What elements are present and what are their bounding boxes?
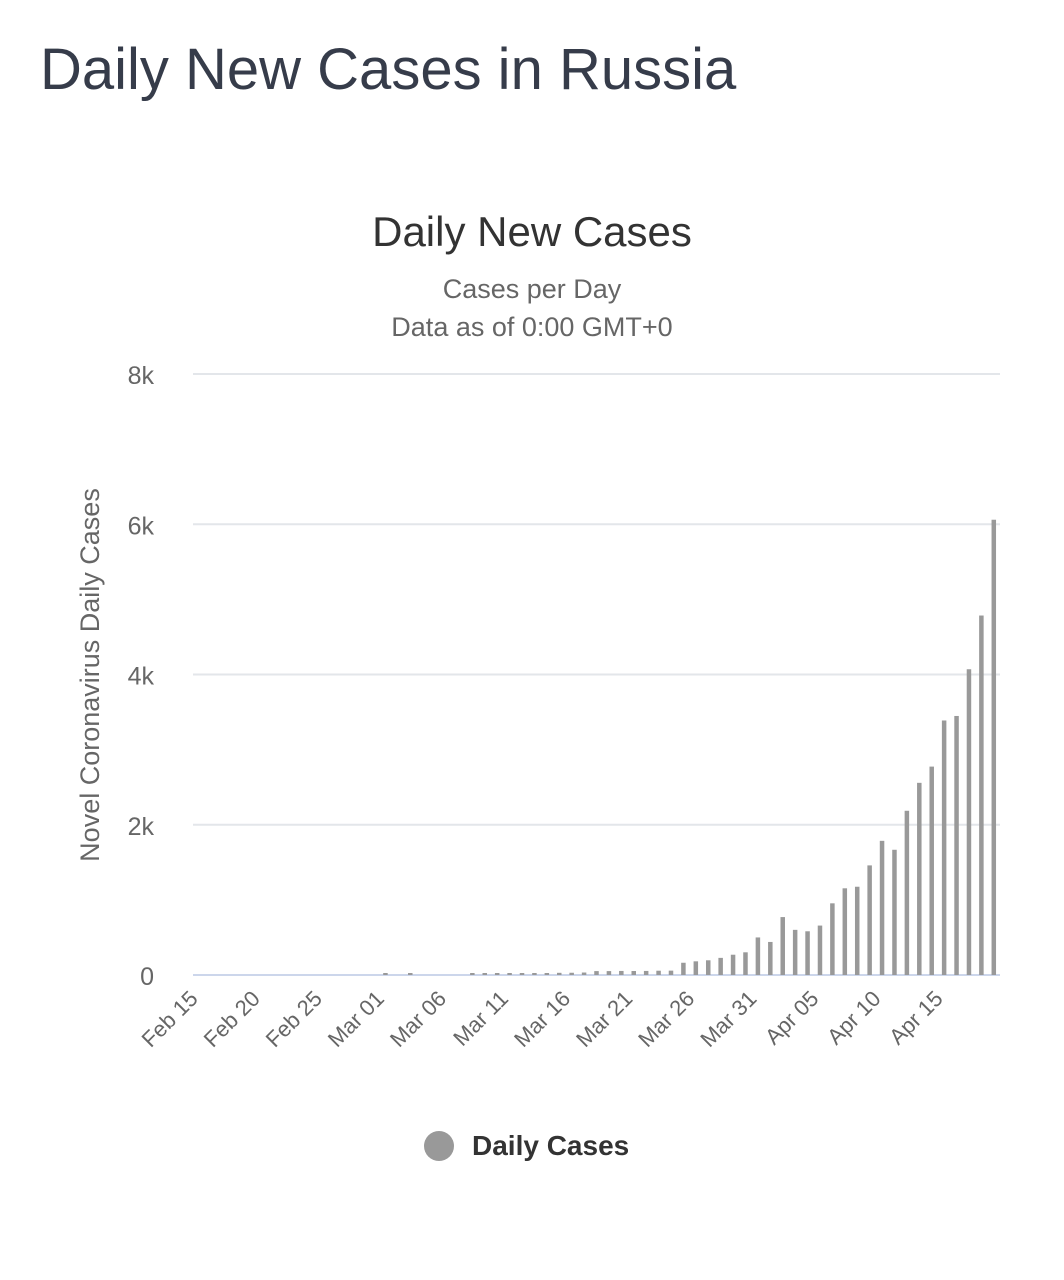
bar[interactable] — [581, 972, 587, 975]
bar[interactable] — [917, 782, 922, 975]
bar[interactable] — [519, 973, 525, 975]
bar[interactable] — [681, 962, 686, 975]
bar[interactable] — [867, 865, 872, 975]
legend-swatch-icon — [424, 1131, 454, 1161]
x-tick-label: Mar 21 — [571, 986, 637, 1052]
bar[interactable] — [631, 971, 637, 975]
bar[interactable] — [991, 519, 997, 975]
bar[interactable] — [470, 973, 475, 975]
bar[interactable] — [594, 971, 599, 975]
bar[interactable] — [755, 937, 761, 975]
x-tick-label: Mar 06 — [385, 986, 451, 1052]
bar[interactable] — [879, 840, 885, 975]
bar[interactable] — [507, 973, 512, 975]
bar[interactable] — [817, 925, 823, 975]
bar[interactable] — [842, 888, 848, 975]
x-tick-label: Mar 31 — [695, 986, 761, 1052]
bar[interactable] — [569, 972, 574, 975]
grid-lines — [193, 373, 1000, 976]
bar[interactable] — [494, 973, 500, 975]
bar[interactable] — [532, 973, 537, 975]
y-tick-label: 2k — [128, 813, 155, 841]
y-axis-ticks: 0 2k 4k 6k 8k — [128, 362, 155, 991]
chart-subtitle-2: Data as of 0:00 GMT+0 — [391, 312, 672, 342]
bar[interactable] — [408, 973, 413, 975]
x-tick-label: Apr 10 — [822, 986, 886, 1050]
bar[interactable] — [693, 961, 699, 975]
bar[interactable] — [730, 954, 736, 975]
bar[interactable] — [668, 970, 674, 975]
x-tick-label: Mar 01 — [323, 986, 389, 1052]
bar[interactable] — [544, 973, 550, 975]
bar[interactable] — [979, 615, 984, 975]
x-tick-label: Feb 25 — [261, 986, 327, 1052]
y-tick-label: 8k — [128, 362, 155, 390]
legend-item-daily-cases[interactable]: Daily Cases — [424, 1126, 629, 1166]
x-tick-label: Mar 16 — [509, 986, 575, 1052]
y-tick-label: 4k — [128, 663, 155, 691]
bar[interactable] — [805, 931, 810, 975]
bar[interactable] — [792, 929, 798, 975]
bar[interactable] — [768, 941, 773, 975]
chart-title: Daily New Cases — [372, 208, 692, 255]
bar[interactable] — [656, 970, 661, 975]
bar[interactable] — [954, 715, 959, 975]
x-tick-label: Mar 11 — [448, 986, 513, 1051]
bar[interactable] — [619, 970, 624, 975]
y-axis-title: Novel Coronavirus Daily Cases — [75, 488, 105, 862]
x-tick-label: Apr 15 — [884, 986, 948, 1050]
bar[interactable] — [929, 766, 934, 975]
bar[interactable] — [743, 952, 748, 975]
x-tick-label: Feb 20 — [199, 986, 265, 1052]
legend-label: Daily Cases — [472, 1130, 630, 1161]
bar[interactable] — [643, 970, 649, 975]
bar[interactable] — [718, 957, 723, 975]
y-tick-label: 0 — [140, 963, 154, 991]
bar[interactable] — [557, 972, 562, 975]
chart-subtitle: Cases per Day — [443, 274, 622, 304]
x-tick-label: Apr 05 — [760, 986, 824, 1050]
bar[interactable] — [780, 917, 785, 975]
y-tick-label: 6k — [128, 512, 155, 540]
bar[interactable] — [482, 973, 488, 975]
bar[interactable] — [606, 971, 612, 975]
bars — [383, 519, 997, 975]
bar[interactable] — [830, 903, 835, 975]
bar[interactable] — [705, 960, 711, 975]
bar[interactable] — [854, 886, 860, 975]
x-tick-label: Mar 26 — [633, 986, 699, 1052]
bar[interactable] — [383, 973, 388, 975]
x-tick-label: Feb 15 — [137, 986, 203, 1052]
bar[interactable] — [892, 849, 897, 975]
bar[interactable] — [941, 720, 947, 975]
page-title: Daily New Cases in Russia — [40, 37, 737, 102]
bar[interactable] — [904, 810, 910, 975]
bar[interactable] — [966, 669, 972, 975]
